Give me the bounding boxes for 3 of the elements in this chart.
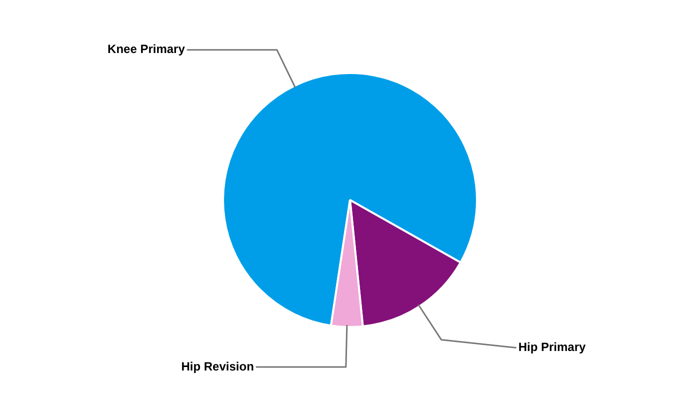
slice-label: Knee Primary (108, 42, 186, 56)
slice-label: Hip Primary (518, 340, 586, 354)
slice-label: Hip Revision (181, 359, 254, 374)
